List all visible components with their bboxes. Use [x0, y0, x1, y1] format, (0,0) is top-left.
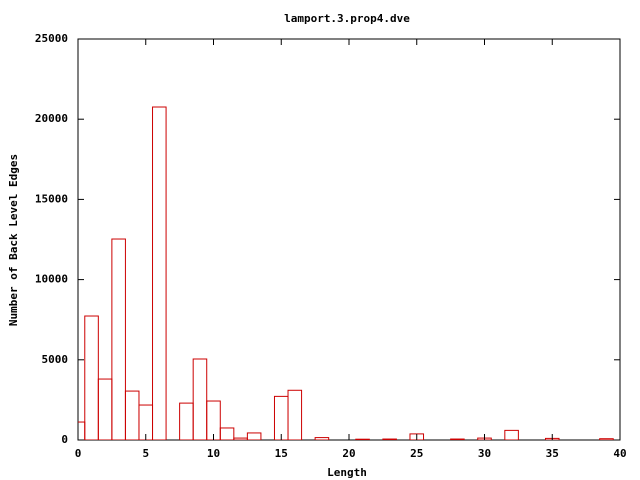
- y-tick-label: 10000: [35, 273, 68, 286]
- x-tick-label: 10: [207, 447, 220, 460]
- y-tick-label: 5000: [42, 353, 69, 366]
- x-tick-label: 5: [142, 447, 149, 460]
- x-tick-label: 0: [75, 447, 82, 460]
- bar: [504, 429, 519, 440]
- chart-title: lamport.3.prop4.dve: [284, 12, 410, 25]
- x-tick-label: 15: [275, 447, 288, 460]
- bar: [450, 438, 465, 440]
- bar: [192, 358, 208, 440]
- bar: [314, 437, 330, 440]
- x-tick-label: 20: [342, 447, 355, 460]
- bar: [287, 389, 303, 440]
- x-tick-label: 30: [478, 447, 491, 460]
- bar: [97, 378, 113, 440]
- y-axis-label: Number of Back Level Edges: [7, 154, 20, 326]
- y-tick-label: 25000: [35, 32, 68, 45]
- y-tick-label: 15000: [35, 192, 68, 205]
- bar: [152, 106, 167, 440]
- x-tick-label: 25: [410, 447, 423, 460]
- plot-frame: [77, 38, 621, 441]
- bar: [111, 238, 126, 440]
- bar: [273, 395, 289, 440]
- bar: [355, 438, 370, 440]
- bar: [219, 427, 235, 440]
- bar: [599, 438, 614, 440]
- x-tick-label: 40: [613, 447, 626, 460]
- bar: [233, 437, 248, 440]
- bar: [124, 390, 140, 440]
- x-tick-label: 35: [546, 447, 559, 460]
- bar: [84, 315, 99, 440]
- y-tick-label: 0: [61, 433, 68, 446]
- bars: [78, 106, 614, 440]
- bar: [246, 432, 262, 440]
- bar: [382, 438, 397, 440]
- y-tick-label: 20000: [35, 112, 68, 125]
- bar: [179, 402, 194, 440]
- x-axis-label: Length: [327, 466, 367, 479]
